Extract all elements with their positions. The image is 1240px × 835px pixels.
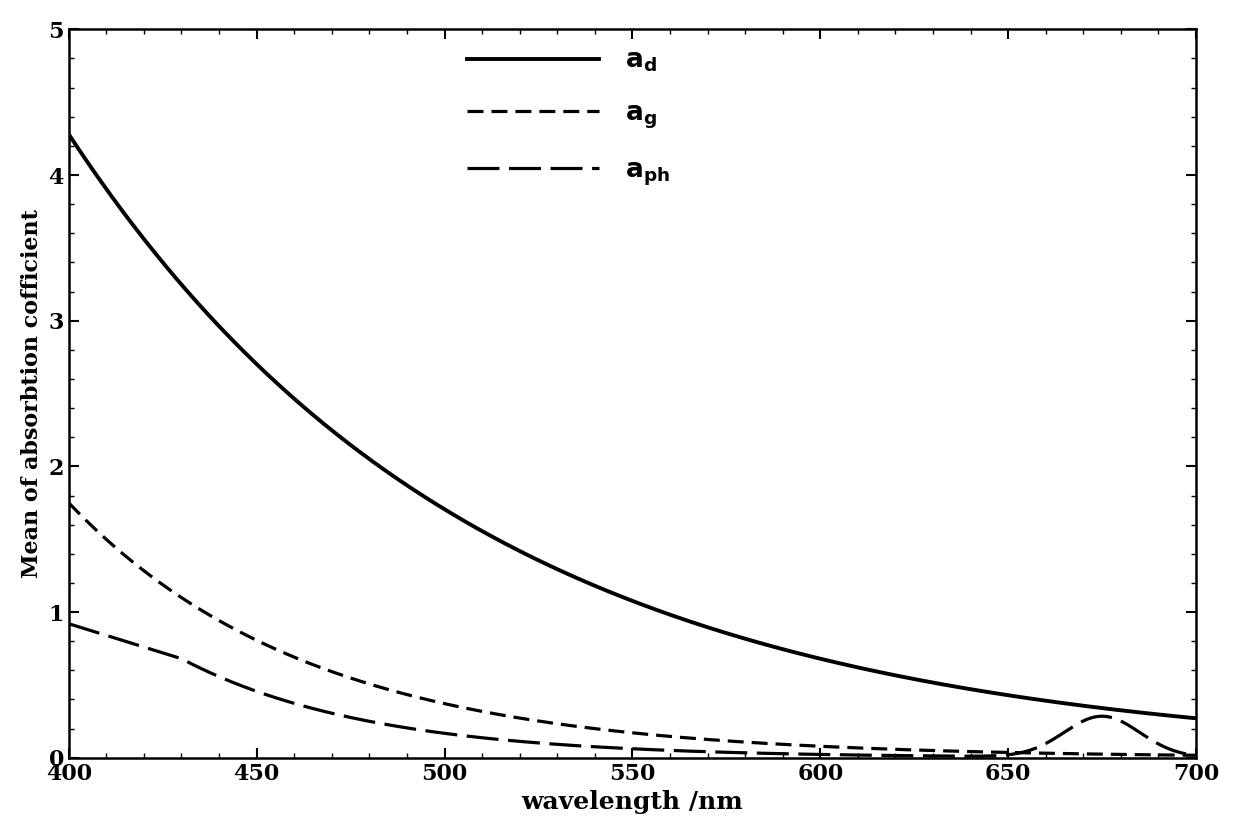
$\mathbf{a_g}$ <box>609 726 624 736</box>
$\mathbf{a_{ph}}$ <box>1189 751 1204 761</box>
$\mathbf{a_g}$ <box>1189 751 1204 761</box>
X-axis label: wavelength /nm: wavelength /nm <box>522 790 743 814</box>
$\mathbf{a_{ph}}$ <box>962 752 977 762</box>
Line: $\mathbf{a_d}$: $\mathbf{a_d}$ <box>68 134 1197 718</box>
$\mathbf{a_g}$ <box>1156 750 1171 760</box>
$\mathbf{a_d}$ <box>609 590 624 600</box>
Line: $\mathbf{a_{ph}}$: $\mathbf{a_{ph}}$ <box>68 624 1197 757</box>
$\mathbf{a_{ph}}$ <box>579 741 594 752</box>
$\mathbf{a_{ph}}$ <box>119 636 134 646</box>
$\mathbf{a_g}$ <box>949 746 963 757</box>
$\mathbf{a_d}$ <box>1156 710 1171 720</box>
$\mathbf{a_g}$ <box>1156 750 1171 760</box>
Y-axis label: Mean of absorbtion cofficient: Mean of absorbtion cofficient <box>21 209 43 578</box>
$\mathbf{a_g}$ <box>61 498 76 508</box>
$\mathbf{a_g}$ <box>119 552 134 562</box>
$\mathbf{a_{ph}}$ <box>1157 741 1172 752</box>
$\mathbf{a_{ph}}$ <box>1156 741 1171 752</box>
Line: $\mathbf{a_g}$: $\mathbf{a_g}$ <box>68 503 1197 756</box>
$\mathbf{a_d}$ <box>1189 713 1204 723</box>
$\mathbf{a_d}$ <box>1156 710 1171 720</box>
Legend: $\mathbf{a_d}$, $\mathbf{a_g}$, $\mathbf{a_{ph}}$: $\mathbf{a_d}$, $\mathbf{a_g}$, $\mathbf… <box>456 38 681 199</box>
$\mathbf{a_{ph}}$ <box>61 619 76 629</box>
$\mathbf{a_d}$ <box>61 129 76 139</box>
$\mathbf{a_d}$ <box>579 578 594 588</box>
$\mathbf{a_{ph}}$ <box>609 743 624 753</box>
$\mathbf{a_g}$ <box>579 722 594 732</box>
$\mathbf{a_d}$ <box>119 211 134 221</box>
$\mathbf{a_{ph}}$ <box>949 752 963 762</box>
$\mathbf{a_d}$ <box>949 681 963 691</box>
